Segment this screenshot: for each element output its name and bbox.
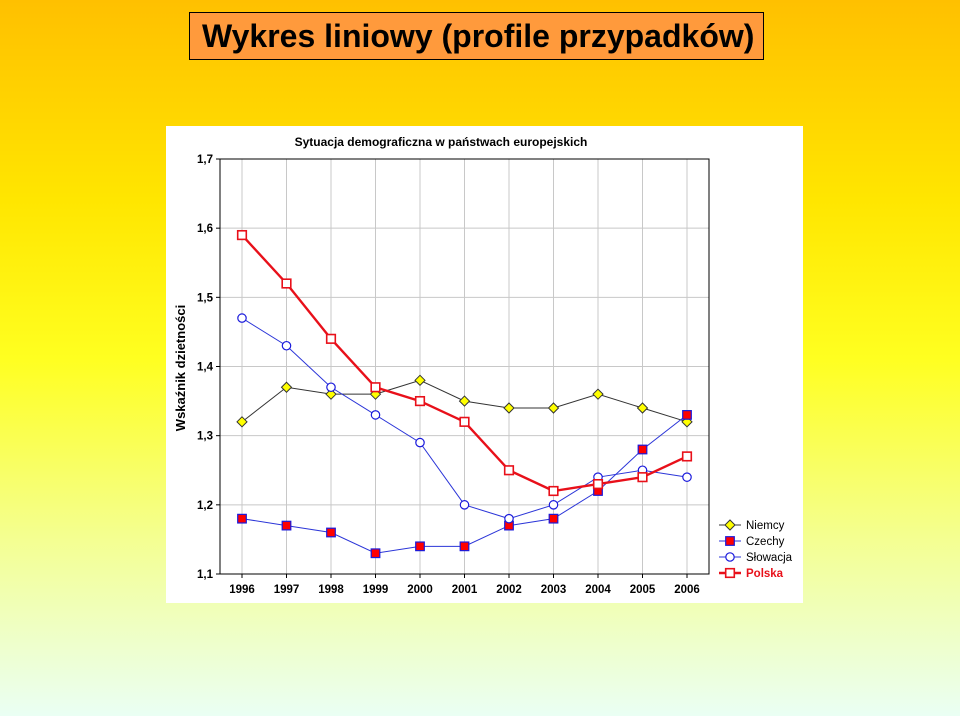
data-point — [592, 478, 604, 490]
data-point — [325, 333, 337, 344]
y-tick-label: 1,3 — [197, 431, 213, 443]
x-tick-label: 2005 — [630, 584, 656, 596]
x-tick-label: 1998 — [318, 584, 344, 596]
x-tick-label: 1996 — [229, 584, 255, 596]
y-axis-label: Wskaźnik dzietności — [173, 305, 188, 431]
data-point — [503, 465, 515, 476]
y-tick-label: 1,4 — [197, 362, 214, 374]
data-point — [370, 382, 381, 393]
slide-title: Wykres liniowy (profile przypadków) — [189, 12, 764, 60]
data-point — [459, 416, 470, 427]
data-point — [370, 410, 381, 420]
data-point — [414, 395, 426, 407]
legend-label: Słowacja — [746, 552, 793, 564]
data-point — [503, 402, 515, 414]
data-point — [414, 374, 426, 387]
x-tick-label: 1999 — [363, 584, 389, 596]
legend-entry: Polska — [719, 567, 784, 580]
data-point — [637, 472, 648, 483]
legend-entry: Czechy — [719, 536, 785, 548]
y-tick-label: 1,2 — [197, 500, 213, 512]
tick-labels: 1,1 1,2 1,3 1,4 1,5 1,6 1,7 1996 1997 1998 1999 200… — [197, 154, 700, 596]
axes — [216, 158, 710, 578]
x-tick-label: 2006 — [674, 584, 700, 596]
data-point — [682, 410, 692, 420]
series-polska — [236, 229, 693, 497]
x-tick-label: 2000 — [407, 584, 433, 596]
data-point — [325, 388, 337, 400]
data-point — [236, 229, 248, 241]
data-point — [459, 500, 470, 510]
legend-swatch-marker — [724, 519, 736, 531]
x-tick-label: 2004 — [585, 584, 611, 596]
grid-lines — [220, 158, 709, 575]
data-point — [459, 541, 470, 552]
data-point — [326, 527, 336, 538]
data-point — [637, 444, 648, 455]
legend-swatch-marker — [725, 536, 735, 546]
data-point — [326, 382, 336, 393]
data-point — [281, 340, 292, 351]
x-tick-label: 2002 — [496, 584, 522, 596]
series-lines — [236, 229, 693, 559]
data-point — [547, 402, 560, 414]
y-tick-label: 1,7 — [197, 154, 213, 166]
legend-label: Czechy — [746, 536, 785, 548]
chart-panel: Sytuacja demograficzna w państwach europ… — [166, 126, 803, 603]
data-point — [370, 548, 381, 559]
x-tick-label: 1997 — [274, 584, 300, 596]
line-chart: Sytuacja demograficzna w państwach europ… — [173, 135, 793, 596]
y-tick-label: 1,1 — [197, 569, 214, 581]
data-point — [504, 513, 514, 524]
series-czechy — [237, 410, 692, 559]
data-point — [682, 472, 692, 482]
series-s-owacja — [237, 313, 692, 524]
legend-label: Polska — [746, 568, 784, 580]
legend-swatch-marker — [724, 567, 736, 579]
data-point — [281, 278, 292, 289]
data-point — [236, 416, 248, 428]
data-point — [237, 513, 247, 524]
data-point — [548, 513, 559, 524]
legend: Niemcy Czechy Słowacja Polska — [719, 519, 793, 580]
y-tick-label: 1,6 — [197, 223, 213, 235]
data-point — [681, 451, 693, 462]
data-point — [237, 313, 247, 323]
data-point — [281, 520, 292, 531]
data-point — [636, 402, 649, 414]
data-point — [548, 500, 559, 510]
data-point — [415, 541, 425, 552]
y-tick-label: 1,5 — [197, 292, 214, 304]
data-point — [592, 388, 604, 400]
legend-label: Niemcy — [746, 520, 785, 532]
data-point — [280, 381, 293, 393]
legend-entry: Słowacja — [719, 552, 793, 564]
legend-entry: Niemcy — [719, 519, 785, 532]
x-tick-label: 2001 — [452, 584, 478, 596]
data-point — [415, 437, 425, 448]
legend-swatch-marker — [725, 552, 735, 562]
data-point — [458, 395, 471, 407]
x-tick-label: 2003 — [541, 584, 567, 596]
data-point — [548, 485, 559, 497]
chart-title: Sytuacja demograficzna w państwach europ… — [295, 135, 588, 149]
